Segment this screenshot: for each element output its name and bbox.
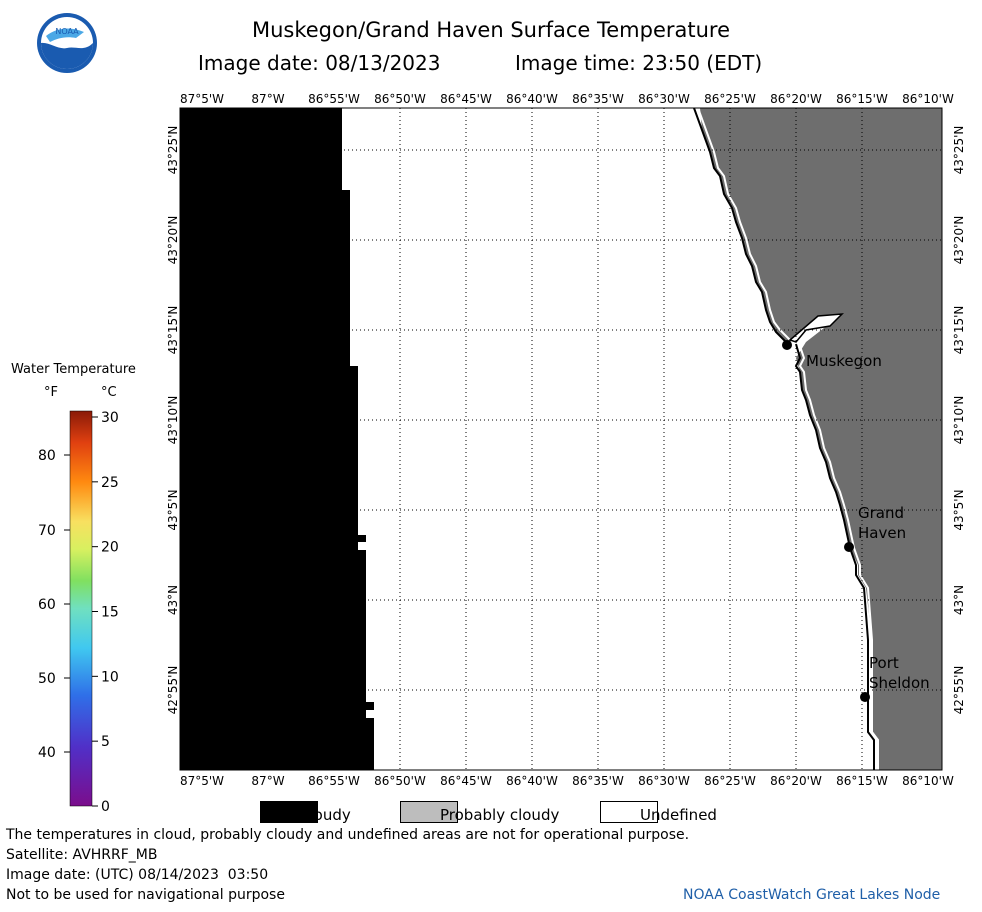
colorbar-c-tick: 20: [101, 540, 119, 556]
city-label-line2: Haven: [858, 524, 906, 542]
city-marker-icon: [844, 542, 854, 552]
city-marker-icon: [860, 692, 870, 702]
colorbar-unit-c: °C: [101, 385, 117, 400]
colorbar-c-tick: 25: [101, 475, 119, 491]
city-label-line1: Port: [869, 654, 899, 672]
colorbar-c-tick: 0: [101, 799, 110, 815]
shoreline-south-inner: [798, 345, 879, 770]
lon-tick-label: 86°40'W: [506, 92, 558, 106]
colorbar-f-tick: 40: [38, 745, 56, 761]
legend-cloudy-swatch: [260, 801, 318, 823]
lon-tick-label: 86°20'W: [770, 92, 822, 106]
footer-credit: NOAA CoastWatch Great Lakes Node: [683, 887, 941, 903]
lat-tick-label: 43°25'N: [166, 126, 180, 175]
colorbar-f-tick: 50: [38, 671, 56, 687]
shoreline: [693, 107, 789, 345]
lon-tick-label: 86°50'W: [374, 92, 426, 106]
lat-tick-label: 43°N: [166, 585, 180, 615]
lon-labels-bottom: 87°5'W 87°W 86°55'W 86°50'W 86°45'W 86°40'W 86…: [180, 774, 954, 788]
lat-tick-label: 43°25'N: [952, 126, 966, 175]
lat-tick-label: 43°15'N: [166, 306, 180, 355]
image-time: Image time: 23:50 (EDT): [515, 51, 763, 75]
lon-tick-label: 86°30'W: [638, 92, 690, 106]
lon-tick-label: 86°15'W: [836, 92, 888, 106]
legend-undefined-swatch: [600, 801, 658, 823]
city-marker-icon: [782, 340, 792, 350]
lon-tick-label: 86°55'W: [308, 92, 360, 106]
lon-tick-label: 86°30'W: [638, 774, 690, 788]
lat-labels-left: 43°25'N 43°20'N 43°15'N 43°10'N 43°5'N 43°N 42…: [166, 126, 180, 715]
colorbar-c-ticks: 30 25 20 15 10 5 0: [92, 410, 119, 815]
lon-tick-label: 86°35'W: [572, 92, 624, 106]
logo-text: NOAA: [55, 27, 79, 36]
colorbar-c-tick: 30: [101, 410, 119, 426]
footer-utc-date: Image date: (UTC) 08/14/2023 03:50: [6, 867, 269, 883]
page-title: Muskegon/Grand Haven Surface Temperature: [251, 18, 731, 42]
lon-tick-label: 86°45'W: [440, 774, 492, 788]
lon-tick-label: 86°55'W: [308, 774, 360, 788]
lon-tick-label: 87°5'W: [180, 774, 224, 788]
lon-tick-label: 86°15'W: [836, 774, 888, 788]
lon-tick-label: 86°40'W: [506, 774, 558, 788]
city-label-line2: Sheldon: [869, 674, 930, 692]
colorbar-c-tick: 15: [101, 605, 119, 621]
image-date: Image date: 08/13/2023: [198, 51, 441, 75]
lon-tick-label: 87°W: [251, 92, 284, 106]
legend-undefined-label: Undefined: [640, 806, 717, 824]
lat-tick-label: 43°20'N: [952, 216, 966, 265]
lon-tick-label: 86°25'W: [704, 774, 756, 788]
city-muskegon: Muskegon: [782, 340, 882, 370]
graticule: [180, 108, 942, 770]
footer-navigation-note: Not to be used for navigational purpose: [6, 887, 285, 903]
legend-probably-cloudy-label: Probably cloudy: [440, 806, 560, 824]
lon-tick-label: 87°5'W: [180, 92, 224, 106]
shoreline-south: [794, 343, 875, 770]
lon-tick-label: 86°50'W: [374, 774, 426, 788]
lon-tick-label: 87°W: [251, 774, 284, 788]
lon-tick-label: 86°35'W: [572, 774, 624, 788]
legend-cloudy-label: Cloudy: [299, 806, 351, 824]
muskegon-lake: [788, 313, 844, 343]
city-label-line1: Grand: [858, 504, 904, 522]
colorbar-f-tick: 70: [38, 523, 56, 539]
colorbar-c-tick: 5: [101, 734, 110, 750]
colorbar-gradient: [69, 410, 93, 807]
lon-tick-label: 86°10'W: [902, 92, 954, 106]
lat-tick-label: 43°10'N: [166, 396, 180, 445]
lon-tick-label: 86°25'W: [704, 92, 756, 106]
lat-labels-right: 43°25'N 43°20'N 43°15'N 43°10'N 43°5'N 43°N 42…: [952, 126, 966, 715]
city-port-sheldon: Port Sheldon: [860, 654, 930, 702]
colorbar-title: Water Temperature: [11, 362, 136, 377]
lat-tick-label: 43°5'N: [952, 489, 966, 530]
lat-tick-label: 43°20'N: [166, 216, 180, 265]
city-label: Muskegon: [806, 352, 882, 370]
colorbar-unit-f: °F: [44, 385, 58, 400]
lon-tick-label: 86°45'W: [440, 92, 492, 106]
noaa-logo-icon: NOAA: [37, 13, 97, 73]
lat-tick-label: 42°55'N: [952, 666, 966, 715]
lat-tick-label: 42°55'N: [166, 666, 180, 715]
colorbar-f-tick: 60: [38, 597, 56, 613]
lon-labels-top: 87°5'W 87°W 86°55'W 86°50'W 86°45'W 86°40'W 86…: [180, 92, 954, 106]
footer-disclaimer: The temperatures in cloud, probably clou…: [6, 827, 690, 843]
lon-tick-label: 86°10'W: [902, 774, 954, 788]
lat-tick-label: 43°10'N: [952, 396, 966, 445]
footer-satellite: Satellite: AVHRRF_MB: [6, 847, 158, 863]
lat-tick-label: 43°N: [952, 585, 966, 615]
colorbar-c-tick: 10: [101, 669, 119, 685]
lon-tick-label: 86°20'W: [770, 774, 822, 788]
lat-tick-label: 43°5'N: [166, 489, 180, 530]
colorbar-f-ticks: 80 70 60 50 40: [38, 448, 70, 761]
cloudy-area: [180, 108, 374, 770]
lat-tick-label: 43°15'N: [952, 306, 966, 355]
legend-probably-cloudy-swatch: [400, 801, 458, 823]
map-border: [179, 107, 943, 771]
colorbar-f-tick: 80: [38, 448, 56, 464]
city-grand-haven: Grand Haven: [844, 504, 906, 552]
shoreline-inner: [697, 107, 791, 341]
